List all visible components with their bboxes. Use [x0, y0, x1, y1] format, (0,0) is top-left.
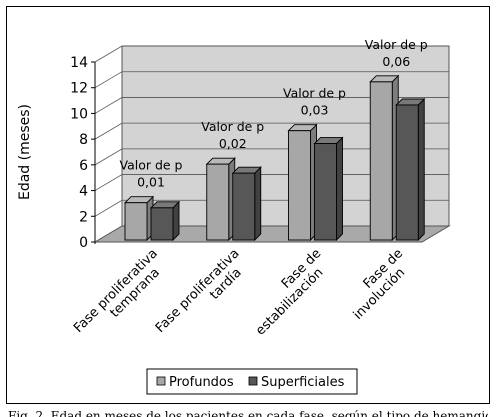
chart-frame: 0 2 4 6 8 10 12 14 Edad (meses) Valor de p 0,01 V… — [6, 6, 490, 404]
bar-front — [314, 143, 337, 241]
p-value-annotation: Valor de p — [201, 119, 264, 134]
p-value-annotation: 0,03 — [301, 103, 329, 118]
y-tick-label: 12 — [70, 81, 88, 97]
category-label: Fase proliferativatardía — [153, 246, 253, 346]
legend-swatch — [156, 376, 166, 386]
p-value-annotation: Valor de p — [119, 158, 182, 173]
legend: Profundos Superficiales — [146, 368, 358, 395]
y-tick-label: 2 — [79, 209, 88, 225]
y-tick-label: 8 — [79, 132, 88, 148]
bar-side — [336, 136, 343, 242]
y-tick-label: 6 — [79, 158, 88, 174]
y-tick-label: 4 — [79, 184, 88, 200]
p-value-annotations: Valor de p 0,01 Valor de p 0,02 Valor de p 0,… — [119, 37, 427, 190]
p-value-annotation: Valor de p — [283, 86, 346, 101]
category-label: Fase deinvolución — [340, 246, 417, 323]
legend-label: Superficiales — [261, 375, 345, 390]
p-value-annotation: 0,02 — [219, 136, 247, 151]
bar-profundos-1 — [123, 195, 155, 242]
bar-profundos-4 — [369, 74, 400, 242]
p-value-annotation: Valor de p — [365, 37, 428, 52]
bar-front — [369, 81, 393, 241]
y-tick-labels: 0 2 4 6 8 10 12 14 — [70, 55, 95, 251]
legend-items: Profundos Superficiales — [156, 375, 345, 390]
bar-front — [206, 163, 230, 241]
bar-front — [288, 130, 311, 241]
p-value-annotation: 0,06 — [382, 54, 410, 69]
bar-side — [254, 166, 262, 242]
bar-superficiales-2 — [231, 166, 262, 242]
bar-profundos-3 — [287, 123, 318, 242]
figure-caption: Fig. 2. Edad en meses de los pacientes e… — [8, 409, 488, 417]
bar-superficiales-4 — [395, 97, 426, 242]
bars — [123, 74, 426, 242]
bar-front — [232, 172, 256, 241]
bar-front — [124, 202, 148, 241]
bar-front — [395, 104, 419, 241]
y-tick-label: 0 — [79, 235, 88, 251]
y-tick-label: 10 — [70, 106, 88, 122]
category-label: Fase deestabilización — [243, 246, 335, 338]
legend-label: Profundos — [169, 375, 234, 390]
bar-profundos-2 — [205, 157, 236, 242]
legend-swatch — [248, 376, 258, 386]
bar-superficiales-1 — [149, 200, 181, 242]
chart-floor — [93, 225, 451, 243]
bar-side — [417, 97, 425, 242]
y-tick-label: 14 — [70, 55, 88, 71]
y-axis-title: Edad (meses) — [17, 104, 33, 200]
bar-front — [150, 207, 174, 241]
p-value-annotation: 0,01 — [137, 175, 165, 190]
category-label: Fase proliferativatemprana — [71, 246, 171, 346]
bar-superficiales-3 — [313, 136, 344, 242]
